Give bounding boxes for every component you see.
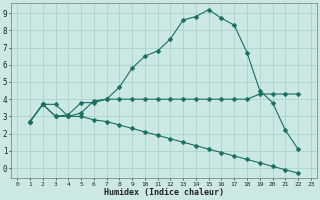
X-axis label: Humidex (Indice chaleur): Humidex (Indice chaleur) <box>104 188 224 197</box>
